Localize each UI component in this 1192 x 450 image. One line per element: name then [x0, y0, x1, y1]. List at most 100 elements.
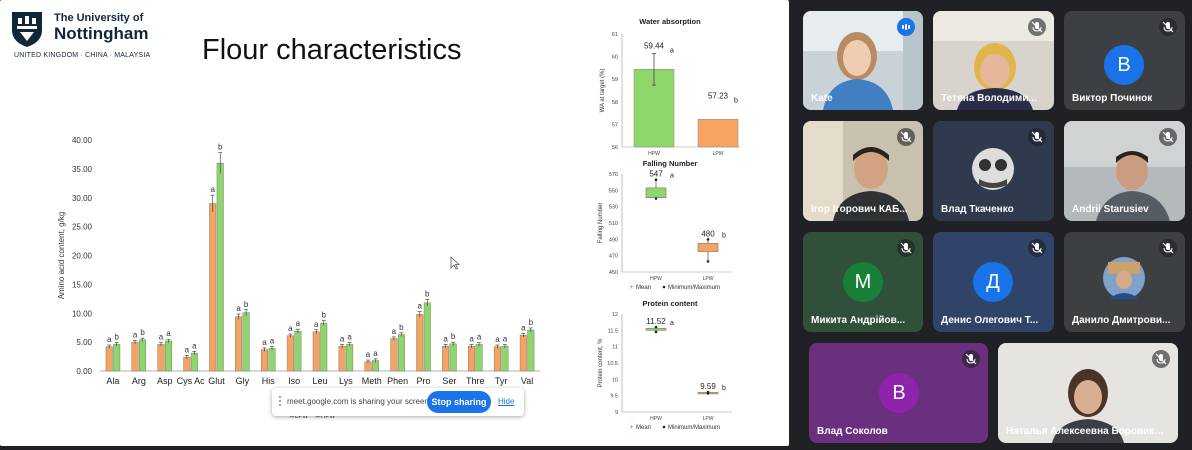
y-tick-label: 25.00 — [72, 223, 93, 232]
significance-letter: a — [192, 341, 197, 350]
y-tick-label: 10.5 — [607, 361, 618, 367]
significance-letter: a — [107, 335, 112, 344]
sharing-notice: meet.google.com is sharing your screen. — [287, 397, 432, 406]
speaking-indicator-icon — [897, 18, 915, 36]
x-tick-label: Leu — [312, 376, 327, 386]
bar-lpw — [260, 349, 268, 372]
participant-tile-denys[interactable]: Д Денис Олегович Т... — [933, 232, 1054, 332]
y-tick-label: 490 — [609, 237, 618, 243]
x-tick-label: His — [262, 376, 275, 386]
minimum-marker — [706, 260, 710, 263]
y-axis-label: Falling Number — [598, 203, 604, 244]
participant-avatar: М — [843, 262, 883, 302]
bar-hpw — [527, 329, 535, 372]
hide-link[interactable]: Hide — [498, 397, 515, 406]
participant-video — [803, 121, 923, 221]
value-label: 9.59 — [700, 382, 716, 391]
participant-tile-natalia[interactable]: Наталья Алексеевна Боровико... — [998, 343, 1178, 443]
muted-mic-icon — [1028, 18, 1046, 36]
participant-name: Влад Ткаченко — [941, 204, 1014, 215]
y-tick-label: 12 — [612, 312, 618, 318]
crest-icon — [12, 12, 42, 47]
significance-letter: a — [347, 333, 352, 342]
legend-label: HPW — [321, 414, 335, 420]
legend-label: LPW — [295, 414, 308, 420]
participant-avatar: В — [1104, 45, 1144, 85]
participant-tile-viktor[interactable]: В Виктор Починок — [1064, 11, 1185, 110]
muted-mic-icon — [1159, 239, 1177, 257]
muted-mic-icon — [1028, 239, 1046, 257]
box — [697, 243, 719, 252]
maximum-marker — [706, 238, 710, 241]
bar-hpw — [242, 312, 250, 372]
falling-number-chart: Falling Number 450 470 490 510 530 550 570 Falli… — [598, 159, 732, 291]
significance-letter: a — [159, 333, 164, 342]
drag-handle-icon[interactable] — [279, 396, 282, 408]
protein-content-chart: Protein content 9 9.5 10 10.5 11 11.5 12 Protein… — [598, 299, 732, 431]
bar — [697, 118, 739, 148]
y-tick-label: 5.00 — [76, 338, 92, 347]
participant-tile-andrii[interactable]: Andrii Starusiev — [1064, 121, 1185, 221]
y-tick-label: 58 — [612, 100, 618, 106]
maximum-marker — [654, 325, 658, 329]
x-tick-label: LPW — [713, 151, 724, 157]
significance-letter: a — [392, 327, 397, 336]
bar-hpw — [216, 162, 224, 372]
bar-hpw — [113, 344, 121, 372]
minimum-marker — [654, 330, 658, 334]
y-tick-label: 10.00 — [72, 309, 93, 318]
participant-name: Данило Дмитрови... — [1072, 315, 1171, 326]
slide-title: Flour characteristics — [202, 34, 462, 66]
value-label: 547 — [649, 170, 663, 179]
significance-letter: a — [373, 349, 378, 358]
x-tick-label: Ala — [106, 376, 119, 386]
y-tick-label: 510 — [609, 221, 618, 227]
significance-letter: b — [451, 332, 456, 341]
bar-lpw — [235, 316, 243, 372]
participant-tile-vlad-s[interactable]: В Влад Соколов — [809, 343, 988, 443]
y-axis-label: Amino acid content, g/kg — [57, 212, 66, 300]
screen-sharing-bar: meet.google.com is sharing your screen. … — [272, 388, 524, 416]
bar-hpw — [397, 334, 405, 372]
participant-tile-vlad-t[interactable]: Влад Ткаченко — [933, 121, 1054, 221]
bar-lpw — [338, 345, 346, 372]
y-tick-label: 15.00 — [72, 280, 93, 289]
participant-tile-mykyta[interactable]: М Микита Андрійов... — [803, 232, 923, 332]
significance-letter: a — [270, 337, 275, 346]
bar-lpw — [105, 346, 113, 372]
participant-name: Наталья Алексеевна Боровико... — [1006, 426, 1166, 437]
bar-hpw — [423, 302, 431, 372]
legend-mean-marker: + — [630, 285, 634, 291]
participant-tile-kate[interactable]: Kate — [803, 11, 923, 110]
stop-sharing-button[interactable]: Stop sharing — [427, 391, 491, 413]
significance-letter: a — [670, 320, 674, 327]
x-tick-label: Asp — [157, 376, 173, 386]
y-tick-label: 11 — [612, 345, 618, 351]
participant-name: Виктор Починок — [1072, 93, 1153, 104]
participant-name: Andrii Starusiev — [1072, 204, 1149, 215]
significance-letter: a — [314, 320, 319, 329]
chart-title: Protein content — [642, 299, 698, 308]
muted-mic-icon — [1159, 128, 1177, 146]
significance-letter: a — [262, 338, 267, 347]
bar-lpw — [131, 341, 139, 372]
bar-hpw — [268, 348, 276, 372]
bar-lpw — [416, 314, 424, 372]
significance-letter: b — [244, 300, 249, 309]
bar-hpw — [164, 340, 172, 372]
x-tick-label: Val — [521, 376, 533, 386]
y-tick-label: 11.5 — [608, 328, 618, 334]
chart-title: Water absorption — [639, 17, 701, 26]
participant-tile-tetiana[interactable]: Тетяна Володими... — [933, 11, 1054, 110]
muted-mic-icon — [962, 350, 980, 368]
participant-name: Тетяна Володими... — [941, 93, 1037, 104]
y-axis-label: Protein content, % — [598, 338, 604, 388]
significance-letter: a — [670, 173, 674, 180]
logo-line-1: The University of — [54, 12, 144, 24]
muted-mic-icon — [897, 128, 915, 146]
university-logo: The University of Nottingham UNITED KING… — [10, 8, 160, 62]
participant-tile-danylo[interactable]: Данило Дмитрови... — [1064, 232, 1185, 332]
participant-video — [998, 343, 1178, 443]
participant-tile-ihor[interactable]: Ігор Ігорович КАБ... — [803, 121, 923, 221]
